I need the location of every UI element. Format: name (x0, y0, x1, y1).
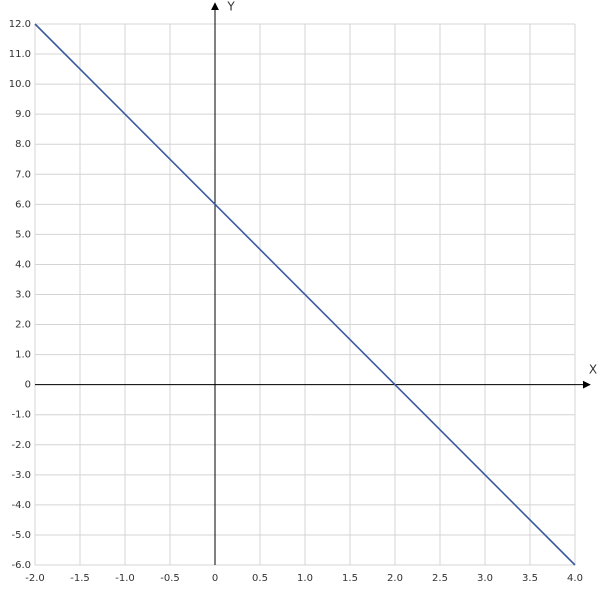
y-tick-label: 3.0 (15, 290, 31, 301)
x-tick-label: -1.5 (70, 573, 90, 584)
y-tick-label: 11.0 (9, 49, 31, 60)
y-tick-label: 4.0 (15, 259, 31, 270)
x-tick-label: 2.5 (432, 573, 448, 584)
y-tick-label: -3.0 (11, 470, 31, 481)
line (34, 23, 576, 566)
y-tick-label: -6.0 (11, 560, 31, 571)
y-tick-label: 0 (25, 380, 31, 391)
y-tick-label: 8.0 (15, 139, 31, 150)
y-tick-label: -2.0 (11, 440, 31, 451)
y-tick-label: -1.0 (11, 410, 31, 421)
x-tick-label: 4.0 (567, 573, 583, 584)
y-tick-label: 2.0 (15, 320, 31, 331)
y-tick-label: 6.0 (15, 199, 31, 210)
x-tick-label: 0.5 (252, 573, 268, 584)
x-tick-label: -2.0 (25, 573, 45, 584)
y-tick-label: -4.0 (11, 500, 31, 511)
x-tick-label: 2.0 (387, 573, 403, 584)
y-tick-label: 10.0 (9, 79, 31, 90)
x-tick-label: 1.5 (342, 573, 358, 584)
x-tick-label: 1.0 (297, 573, 313, 584)
y-tick-label: 5.0 (15, 229, 31, 240)
y-axis-label: Y (226, 0, 235, 14)
x-tick-label: -1.0 (115, 573, 135, 584)
x-axis-label: X (589, 363, 597, 377)
x-tick-label: 3.5 (522, 573, 538, 584)
y-tick-label: 9.0 (15, 109, 31, 120)
y-tick-label: 7.0 (15, 169, 31, 180)
y-tick-label: -5.0 (11, 530, 31, 541)
x-tick-label: -0.5 (160, 573, 180, 584)
y-tick-label: 12.0 (9, 19, 31, 30)
x-tick-label: 0 (212, 573, 218, 584)
y-tick-label: 1.0 (15, 350, 31, 361)
x-tick-label: 3.0 (477, 573, 493, 584)
